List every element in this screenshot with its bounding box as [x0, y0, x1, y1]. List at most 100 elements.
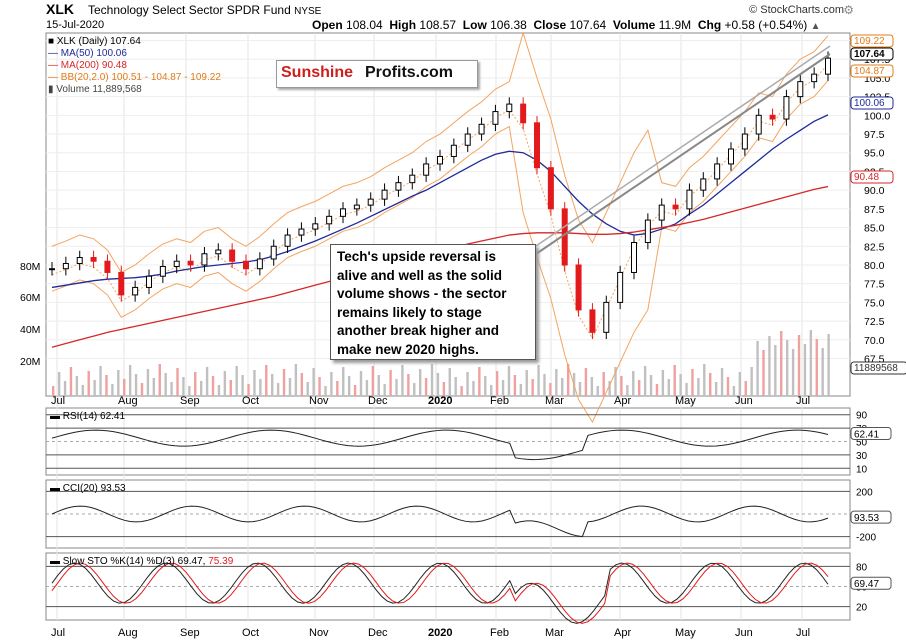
candle-body — [631, 242, 637, 273]
volume-bar — [809, 330, 813, 396]
volume-bar — [620, 376, 623, 396]
volume-bar — [519, 384, 523, 396]
candle-body — [686, 189, 693, 210]
volume-bar — [353, 385, 357, 396]
volume-bar — [608, 381, 611, 396]
volume-bar — [726, 377, 730, 396]
y-tick-label: 100.0 — [864, 110, 890, 122]
volume-bar — [495, 371, 499, 396]
x-tick-label: Sep — [180, 395, 200, 407]
volume-bar — [626, 385, 629, 396]
volume-bar — [525, 370, 528, 396]
volume-bar — [679, 374, 682, 396]
candle-body — [395, 182, 402, 191]
candle-body — [437, 155, 443, 165]
y-tick-label: 72.5 — [864, 316, 885, 328]
indicator-tick-label: 80 — [856, 562, 868, 573]
volume-bar — [294, 364, 298, 396]
x-tick-label: Jul — [796, 395, 810, 407]
volume-bar — [697, 378, 700, 396]
cci-label: ▬ CCI(20) 93.53 — [50, 483, 126, 494]
volume-bar — [827, 334, 830, 396]
volume-bar — [614, 367, 617, 396]
indicator-line-rsi — [51, 429, 829, 461]
volume-bar — [383, 384, 386, 396]
candle-body — [797, 81, 804, 98]
volume-bar — [211, 376, 215, 396]
trendline-2 — [535, 45, 831, 247]
volume-bar — [282, 369, 286, 396]
volume-bar — [371, 366, 375, 396]
volume-bar — [436, 373, 440, 396]
volume-bar — [424, 378, 428, 396]
volume-bar — [655, 384, 659, 396]
indicator-tick-label: 200 — [856, 487, 873, 498]
legend-price: ■ XLK (Daily) 107.64 — [48, 36, 141, 47]
candle-body — [173, 260, 180, 267]
volume-bar — [738, 372, 742, 396]
volume-bar — [318, 377, 321, 396]
volume-bar — [566, 364, 570, 396]
volume-bar — [714, 382, 718, 396]
price-tag-label: 109.22 — [854, 36, 885, 47]
candle-body — [118, 271, 125, 296]
candle-body — [256, 258, 263, 270]
volume-bar — [324, 386, 327, 396]
candle-body — [783, 96, 790, 120]
price-tag — [850, 47, 894, 61]
candle-body — [506, 103, 513, 113]
candle-body — [298, 228, 305, 236]
volume-bar — [744, 381, 747, 396]
volume-bar — [531, 379, 534, 396]
x-tick-label: Aug — [118, 395, 138, 407]
volume-bar — [732, 386, 736, 396]
indicator-line-sto — [51, 562, 829, 624]
x-tick-label-bottom: Apr — [614, 627, 631, 639]
chart-date: 15-Jul-2020 — [46, 19, 105, 31]
candle-body — [741, 133, 748, 150]
volume-bar — [561, 378, 564, 396]
candle-body — [492, 111, 499, 125]
volume-tick-label: 60M — [20, 292, 40, 304]
volume-bar — [537, 365, 540, 396]
price-tag — [850, 361, 906, 375]
y-tick-label: 82.5 — [864, 241, 885, 253]
volume-bar — [501, 380, 505, 396]
volume-bar — [271, 374, 274, 396]
volume-bar — [182, 377, 185, 396]
settings-icon[interactable]: ⚙ — [843, 3, 854, 17]
candle-body — [215, 249, 222, 255]
stoch-label: ▬ Slow STO %K(14) %D(3) 69.47, 75.39 — [50, 556, 234, 567]
y-tick-label: 87.5 — [864, 204, 885, 216]
x-tick-label-bottom: May — [675, 627, 696, 639]
volume-bar — [667, 379, 670, 396]
volume-bar — [602, 372, 605, 396]
candle-body — [672, 204, 679, 210]
legend-bb: — BB(20,2.0) 100.51 - 104.87 - 109.22 — [48, 72, 221, 83]
ma50-line — [51, 114, 829, 289]
volume-bar — [555, 369, 558, 396]
volume-bar — [217, 385, 221, 396]
candle-body — [62, 262, 69, 270]
candle-body — [270, 245, 277, 260]
volume-bar — [330, 372, 333, 396]
volume-bar — [359, 371, 363, 396]
fund-name: Technology Select Sector SPDR Fund NYSE — [88, 3, 322, 17]
x-tick-label-bottom: Feb — [490, 627, 509, 639]
indicator-tick-label: 20 — [856, 603, 868, 614]
candle-body — [353, 204, 360, 210]
price-tag-label: 11889568 — [854, 363, 898, 374]
indicator-tick-label: 10 — [856, 464, 868, 475]
indicator-tick-label: 90 — [856, 411, 868, 422]
price-tag-label: 90.48 — [854, 172, 879, 183]
trendline-1 — [535, 53, 831, 255]
price-tag — [850, 34, 894, 48]
volume-bar — [643, 366, 647, 396]
candle-body — [728, 148, 734, 165]
volume-bar — [720, 368, 724, 396]
candle-body — [146, 275, 152, 288]
volume-bar — [543, 374, 546, 396]
indicator-value-label: 69.47 — [854, 579, 879, 590]
volume-bar — [188, 386, 191, 396]
